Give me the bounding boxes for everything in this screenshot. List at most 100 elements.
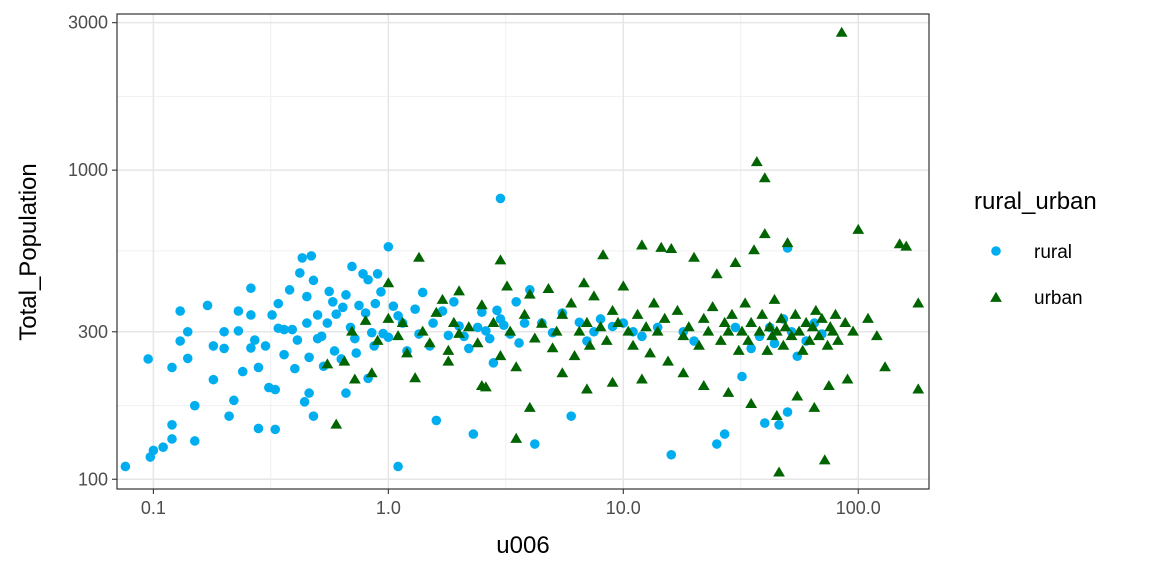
urban-point: [818, 454, 831, 465]
rural-point: [730, 322, 741, 333]
rural-point: [182, 326, 193, 337]
urban-point: [321, 358, 334, 369]
urban-point: [671, 304, 684, 315]
rural-point: [689, 336, 699, 346]
urban-point: [504, 325, 517, 336]
rural-point: [224, 411, 234, 421]
urban-point: [750, 156, 763, 167]
legend-key-rural: [991, 246, 1001, 256]
urban-point: [365, 367, 378, 378]
urban-point: [702, 325, 715, 336]
urban-point: [791, 390, 804, 401]
rural-point: [566, 411, 576, 421]
urban-point: [568, 350, 581, 361]
rural-point: [233, 326, 244, 336]
legend-key-urban: [990, 291, 1002, 302]
urban-point: [396, 316, 409, 327]
urban-point: [726, 308, 738, 319]
urban-point: [636, 239, 648, 250]
x-tick-label: 1.0: [376, 498, 401, 518]
urban-point: [631, 308, 644, 319]
urban-point: [416, 325, 429, 336]
rural-point: [388, 301, 399, 311]
urban-point: [900, 240, 913, 251]
rural-point: [383, 332, 394, 343]
urban-point: [862, 312, 874, 323]
rural-point: [666, 449, 677, 460]
urban-point: [371, 334, 384, 345]
urban-point: [550, 325, 563, 336]
rural-point: [417, 287, 428, 298]
rural-point: [746, 343, 756, 354]
rural-point: [308, 275, 319, 286]
urban-point: [789, 308, 802, 319]
urban-point: [594, 321, 607, 332]
urban-point: [758, 228, 771, 239]
rural-point: [376, 287, 386, 297]
legend-label-rural: rural: [1034, 242, 1072, 263]
y-axis-title: Total_Population: [15, 163, 42, 340]
urban-point: [436, 293, 449, 304]
x-tick-label: 100.0: [836, 498, 881, 518]
urban-point: [475, 299, 488, 310]
urban-point: [600, 334, 613, 345]
urban-point: [835, 26, 848, 37]
rural-point: [253, 423, 264, 434]
rural-point: [464, 343, 474, 354]
urban-series: [321, 26, 925, 477]
rural-point: [143, 354, 153, 364]
urban-point: [606, 304, 619, 315]
rural-point: [284, 285, 295, 295]
plot-panel-border: [116, 13, 930, 490]
urban-point: [556, 308, 569, 319]
urban-point: [832, 334, 844, 345]
urban-point: [841, 373, 854, 384]
urban-point: [761, 344, 774, 355]
urban-point: [382, 277, 395, 288]
urban-point: [588, 290, 600, 301]
urban-point: [739, 297, 752, 308]
legend: rural_urban rural urban: [974, 188, 1097, 309]
urban-point: [518, 308, 531, 319]
rural-point: [737, 371, 747, 382]
rural-point: [316, 331, 327, 342]
urban-point: [658, 312, 671, 323]
rural-point: [410, 304, 420, 314]
rural-point: [297, 253, 308, 263]
rural-point: [329, 346, 340, 356]
rural-point: [253, 362, 264, 373]
urban-point: [583, 339, 596, 350]
rural-point: [360, 308, 371, 318]
urban-point: [447, 316, 460, 327]
x-tick-label: 10.0: [606, 498, 641, 518]
urban-point: [912, 297, 925, 308]
urban-point: [556, 367, 569, 378]
urban-point: [655, 241, 668, 252]
urban-point: [770, 409, 783, 421]
rural-point: [299, 397, 310, 407]
rural-point: [167, 420, 177, 430]
rural-point: [233, 306, 244, 316]
rural-point: [574, 317, 585, 328]
urban-point: [813, 330, 825, 341]
rural-point: [327, 297, 338, 307]
legend-keys: [990, 246, 1002, 302]
legend-label-urban: urban: [1034, 288, 1083, 309]
urban-point: [829, 308, 842, 319]
urban-point: [736, 325, 748, 336]
y-tick-label: 3000: [68, 13, 108, 33]
urban-point: [688, 251, 700, 262]
rural-point: [529, 439, 540, 449]
urban-point: [847, 325, 859, 336]
rural-point: [712, 439, 722, 449]
urban-point: [706, 301, 719, 312]
urban-point: [662, 355, 674, 366]
rural-point: [495, 193, 506, 204]
urban-point: [710, 268, 723, 279]
urban-point: [430, 306, 443, 317]
rural-point: [302, 291, 312, 302]
urban-point: [523, 401, 536, 412]
rural-point: [219, 326, 229, 337]
grid-lines: [117, 14, 929, 489]
rural-point: [354, 300, 364, 311]
